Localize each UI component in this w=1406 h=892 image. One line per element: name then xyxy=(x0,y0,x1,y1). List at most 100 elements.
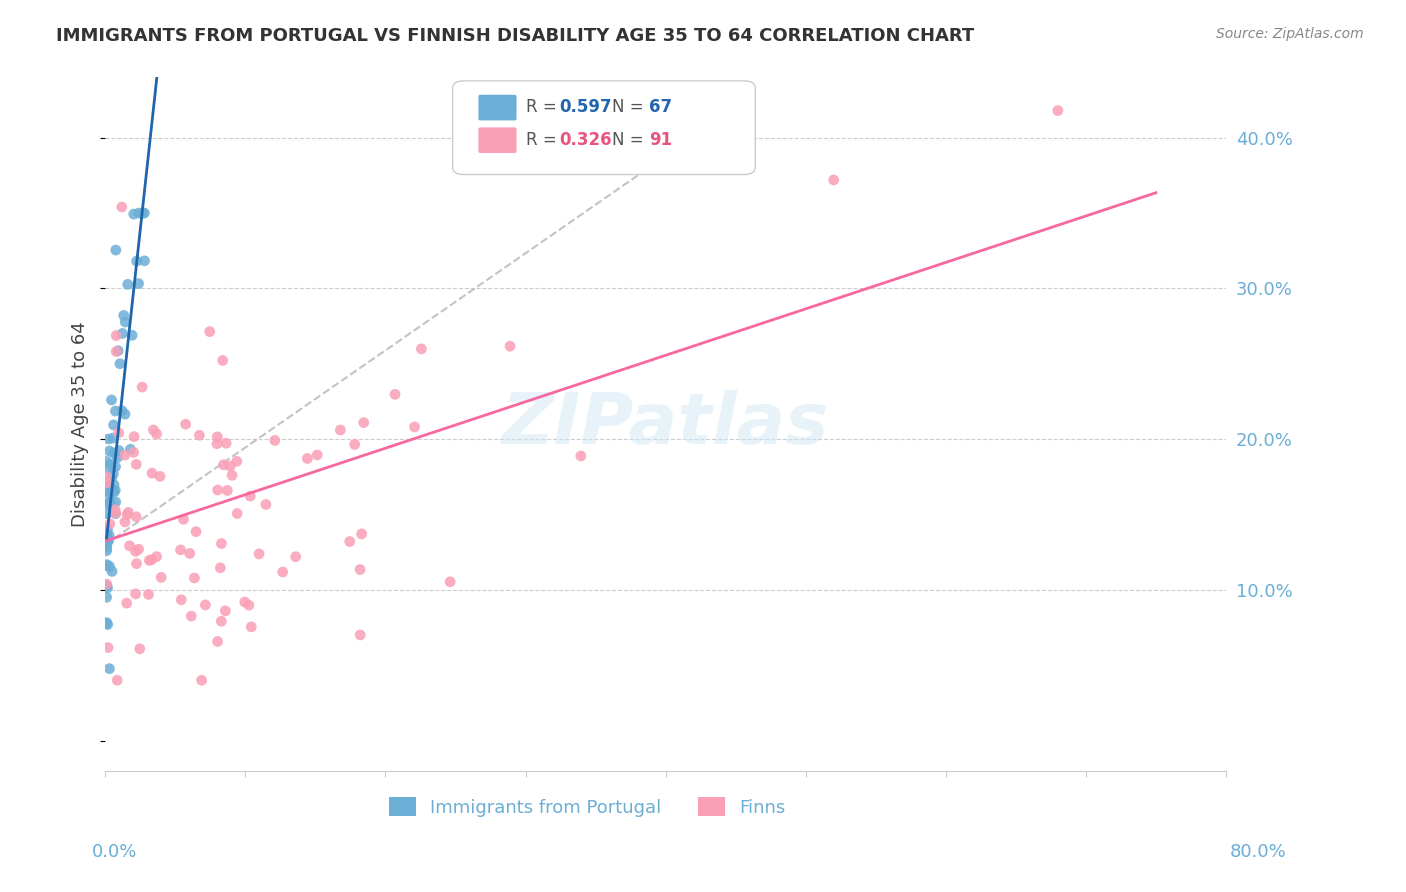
Point xyxy=(97,497,120,511)
Point xyxy=(138,553,160,567)
Point xyxy=(404,420,426,434)
Point xyxy=(112,309,135,323)
Point xyxy=(173,512,195,526)
Point xyxy=(138,587,160,601)
Point xyxy=(125,254,148,268)
Point xyxy=(225,454,247,468)
Point xyxy=(209,536,232,550)
Point xyxy=(103,477,125,491)
Point xyxy=(132,206,155,220)
Point xyxy=(98,497,121,511)
Point xyxy=(214,604,236,618)
Point xyxy=(96,475,118,490)
Point xyxy=(134,206,156,220)
Legend: Immigrants from Portugal, Finns: Immigrants from Portugal, Finns xyxy=(381,790,793,824)
Point xyxy=(96,541,118,555)
Point xyxy=(117,277,139,292)
Point xyxy=(240,620,263,634)
Point xyxy=(118,539,141,553)
Point xyxy=(107,425,129,440)
Point xyxy=(134,253,156,268)
Point xyxy=(114,515,136,529)
Point xyxy=(499,339,522,353)
Point xyxy=(128,542,150,557)
Point xyxy=(114,315,136,329)
Point xyxy=(97,640,120,655)
Point xyxy=(96,579,118,593)
Point xyxy=(104,459,127,474)
Point xyxy=(98,559,121,574)
Point xyxy=(226,507,249,521)
Point xyxy=(104,243,127,257)
Point xyxy=(211,353,233,368)
Point xyxy=(96,577,118,591)
Point xyxy=(117,505,139,519)
Point xyxy=(353,416,375,430)
Point xyxy=(194,598,217,612)
Point xyxy=(100,483,122,498)
Point xyxy=(188,428,211,442)
Point xyxy=(439,574,461,589)
Point xyxy=(104,495,127,509)
Point xyxy=(98,444,121,458)
Point xyxy=(97,432,120,446)
Text: 67: 67 xyxy=(648,98,672,116)
Point xyxy=(96,533,118,548)
Point xyxy=(297,451,319,466)
Point xyxy=(125,509,148,524)
Point xyxy=(100,471,122,485)
Point xyxy=(103,417,125,432)
Point xyxy=(121,328,143,343)
Point xyxy=(207,430,229,444)
Point xyxy=(122,445,145,459)
Point xyxy=(263,434,285,448)
Point xyxy=(823,173,845,187)
Point xyxy=(124,544,146,558)
Point xyxy=(105,344,128,359)
Point xyxy=(101,431,124,445)
Point xyxy=(349,562,371,576)
Point xyxy=(98,516,121,531)
Point xyxy=(411,342,433,356)
Point xyxy=(100,457,122,471)
Point xyxy=(107,343,129,358)
Text: N =: N = xyxy=(612,131,648,149)
Point xyxy=(254,498,277,512)
Point xyxy=(198,325,221,339)
Point xyxy=(343,437,366,451)
Point xyxy=(349,628,371,642)
Point xyxy=(247,547,270,561)
Point xyxy=(122,207,145,221)
Point xyxy=(96,615,118,630)
Point xyxy=(169,542,191,557)
Point xyxy=(103,467,125,481)
Point xyxy=(114,448,136,462)
Point xyxy=(221,468,243,483)
Point xyxy=(100,392,122,407)
Point xyxy=(104,507,127,521)
Point xyxy=(97,461,120,475)
Point xyxy=(149,469,172,483)
Point xyxy=(98,483,121,498)
Point xyxy=(96,616,118,631)
FancyBboxPatch shape xyxy=(478,95,516,120)
Text: N =: N = xyxy=(612,98,648,116)
Text: Source: ZipAtlas.com: Source: ZipAtlas.com xyxy=(1216,27,1364,41)
Point xyxy=(96,507,118,521)
Point xyxy=(96,535,118,549)
Point xyxy=(96,558,118,573)
FancyBboxPatch shape xyxy=(478,128,516,153)
Point xyxy=(238,598,260,612)
Point xyxy=(215,436,238,450)
Text: 80.0%: 80.0% xyxy=(1230,843,1286,861)
Point xyxy=(184,524,207,539)
Point xyxy=(104,483,127,498)
Point xyxy=(125,557,148,571)
Point xyxy=(96,543,118,558)
Point xyxy=(170,592,193,607)
Point xyxy=(104,404,127,418)
Point xyxy=(217,483,239,498)
Point xyxy=(205,436,228,450)
Point xyxy=(96,581,118,595)
Point xyxy=(1046,103,1069,118)
